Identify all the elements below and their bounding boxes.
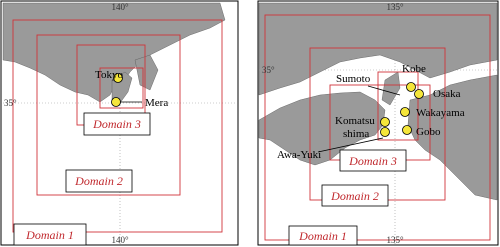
shikoku xyxy=(258,91,386,166)
domain-2-rect xyxy=(36,34,181,196)
left-map: 140° 140° 35° Tokyo Mera Domain 3 Domain… xyxy=(0,0,239,246)
domain-label: Domain 2 xyxy=(74,174,123,188)
site xyxy=(400,107,410,117)
site xyxy=(406,82,416,92)
place-label: Sumoto xyxy=(336,73,371,85)
tick-label: 135° xyxy=(386,235,404,245)
domain-label: Domain 1 xyxy=(298,229,347,243)
site xyxy=(414,89,424,99)
tick-label: 135° xyxy=(386,2,404,12)
tick-label: 35° xyxy=(4,98,17,108)
site xyxy=(113,73,123,83)
boso xyxy=(134,54,159,91)
label-box xyxy=(83,112,151,136)
right-map: 135° 135° 35° Sumoto Kobe Osaka Komatsu … xyxy=(257,0,499,246)
label-box xyxy=(13,223,87,246)
leader xyxy=(367,85,401,96)
label-box xyxy=(339,149,407,172)
tick-label: 140° xyxy=(111,235,129,245)
label-box xyxy=(321,184,389,207)
place-label: shima xyxy=(343,128,369,140)
domain-label: Domain 2 xyxy=(330,189,379,203)
inner-rect xyxy=(377,71,419,141)
domain-1-rect xyxy=(264,14,491,241)
leader xyxy=(317,137,384,153)
place-label: Tokyo xyxy=(95,69,123,81)
domain-label: Domain 1 xyxy=(25,228,74,242)
site xyxy=(380,127,390,137)
site xyxy=(111,97,121,107)
frame xyxy=(257,0,499,246)
domain-label: Domain 3 xyxy=(348,154,397,168)
domain-label: Domain 3 xyxy=(92,117,141,131)
place-label: Mera xyxy=(145,97,168,109)
place-label: Kobe xyxy=(402,63,426,75)
land xyxy=(258,2,498,96)
frame xyxy=(0,0,239,246)
inner-rect xyxy=(99,67,144,109)
label-box xyxy=(288,225,358,246)
place-label: Osaka xyxy=(433,88,461,100)
awaji xyxy=(381,71,401,106)
tick-label: 35° xyxy=(262,65,275,75)
site xyxy=(380,117,390,127)
place-label: Wakayama xyxy=(416,107,465,119)
place-label: Awa-Yuki xyxy=(277,149,321,161)
site xyxy=(402,125,412,135)
place-label: Gobo xyxy=(416,126,441,138)
domain-1-rect xyxy=(12,19,223,233)
label-box xyxy=(65,169,133,193)
place-label: Komatsu xyxy=(335,115,375,127)
tick-label: 140° xyxy=(111,2,129,12)
